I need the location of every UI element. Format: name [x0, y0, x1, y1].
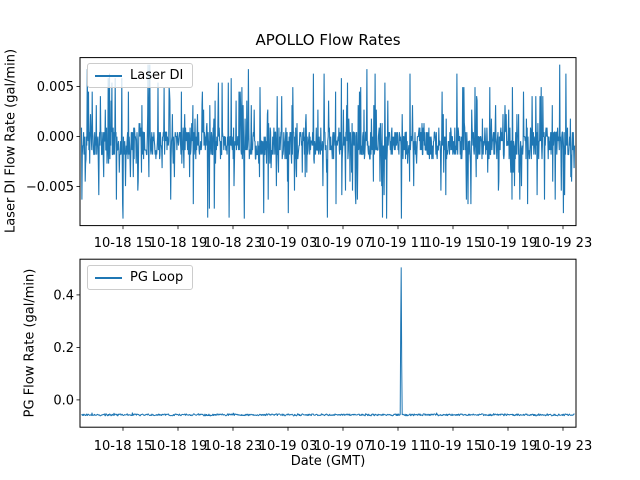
x-tick-label: 10-19 03 [259, 236, 317, 251]
x-tick-label: 10-18 19 [149, 439, 207, 454]
y-tick-label: 0.005 [37, 80, 74, 95]
x-tick-label: 10-18 23 [204, 439, 262, 454]
x-tick-label: 10-19 11 [369, 439, 427, 454]
y-tick-label: 0.000 [37, 130, 74, 145]
x-tick-label: 10-19 07 [314, 236, 372, 251]
x-axis-label: Date (GMT) [290, 454, 366, 469]
legend-line-sample-icon [95, 74, 122, 77]
legend-laser-di: Laser DI [87, 63, 194, 88]
y-tick-label: −0.005 [26, 180, 74, 195]
x-tick-label: 10-19 15 [424, 236, 482, 251]
x-tick-label: 10-19 07 [314, 439, 372, 454]
x-tick-label: 10-19 15 [424, 439, 482, 454]
legend-pg-loop: PG Loop [87, 265, 194, 290]
y-tick-label: 0.0 [53, 393, 74, 408]
x-tick-label: 10-19 19 [479, 236, 537, 251]
x-tick-label: 10-19 11 [369, 236, 427, 251]
x-tick-label: 10-18 19 [149, 236, 207, 251]
bottom-axes-frame [79, 258, 577, 428]
top-y-axis-label: Laser DI Flow Rate (gal/min) [3, 48, 19, 234]
legend-line-sample-icon [95, 276, 122, 279]
x-tick-label: 10-19 23 [534, 236, 592, 251]
x-tick-label: 10-18 15 [94, 236, 152, 251]
legend-label-pg-loop: PG Loop [130, 270, 184, 285]
bottom-y-axis-label: PG Flow Rate (gal/min) [22, 268, 38, 418]
laser-di-data-line [80, 64, 576, 219]
x-tick-label: 10-19 23 [534, 439, 592, 454]
y-tick-label: 0.4 [53, 288, 74, 303]
figure-title: APOLLO Flow Rates [255, 31, 401, 49]
x-tick-label: 10-19 19 [479, 439, 537, 454]
x-tick-label: 10-18 15 [94, 439, 152, 454]
pg-loop-data-line [81, 267, 575, 417]
top-axes-frame [79, 57, 577, 227]
y-tick-label: 0.2 [53, 341, 74, 356]
x-tick-label: 10-18 23 [204, 236, 262, 251]
x-tick-label: 10-19 03 [259, 439, 317, 454]
legend-label-laser-di: Laser DI [130, 68, 184, 83]
